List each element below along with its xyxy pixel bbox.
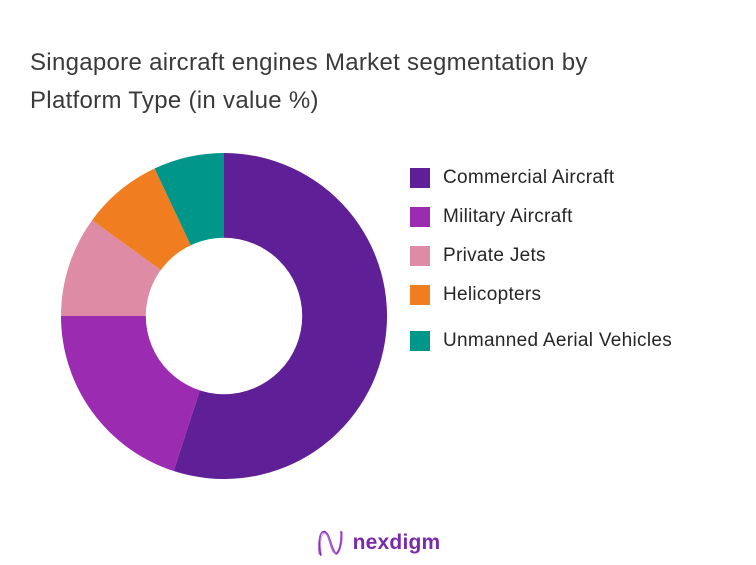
donut-chart	[61, 153, 388, 479]
nexdigm-logo-icon	[318, 530, 343, 556]
donut-hole	[145, 237, 303, 395]
legend-swatch	[410, 207, 430, 227]
legend-label: Unmanned Aerial Vehicles	[443, 330, 673, 351]
brand-name: nexdigm	[352, 531, 441, 554]
legend-swatch	[410, 246, 430, 266]
legend-swatch	[410, 285, 430, 305]
legend-swatch	[410, 168, 430, 188]
legend-item-helicopters: Helicopters	[410, 284, 672, 306]
legend-label: Commercial Aircraft	[443, 167, 615, 188]
chart-legend: Commercial Aircraft Military Aircraft Priv…	[410, 167, 672, 369]
legend-swatch	[410, 331, 430, 351]
legend-item-military-aircraft: Military Aircraft	[410, 206, 672, 228]
legend-label: Private Jets	[443, 245, 546, 266]
legend-item-private-jets: Private Jets	[410, 245, 672, 267]
brand-logo: nexdigm	[316, 527, 441, 559]
legend-item-unmanned-aerial-vehicles: Unmanned Aerial Vehicles	[410, 330, 672, 352]
legend-label: Military Aircraft	[443, 206, 573, 227]
donut-chart-svg	[61, 153, 388, 479]
chart-title: Singapore aircraft engines Market segmen…	[30, 49, 588, 114]
legend-label: Helicopters	[443, 284, 542, 305]
legend-item-commercial-aircraft: Commercial Aircraft	[410, 167, 672, 189]
